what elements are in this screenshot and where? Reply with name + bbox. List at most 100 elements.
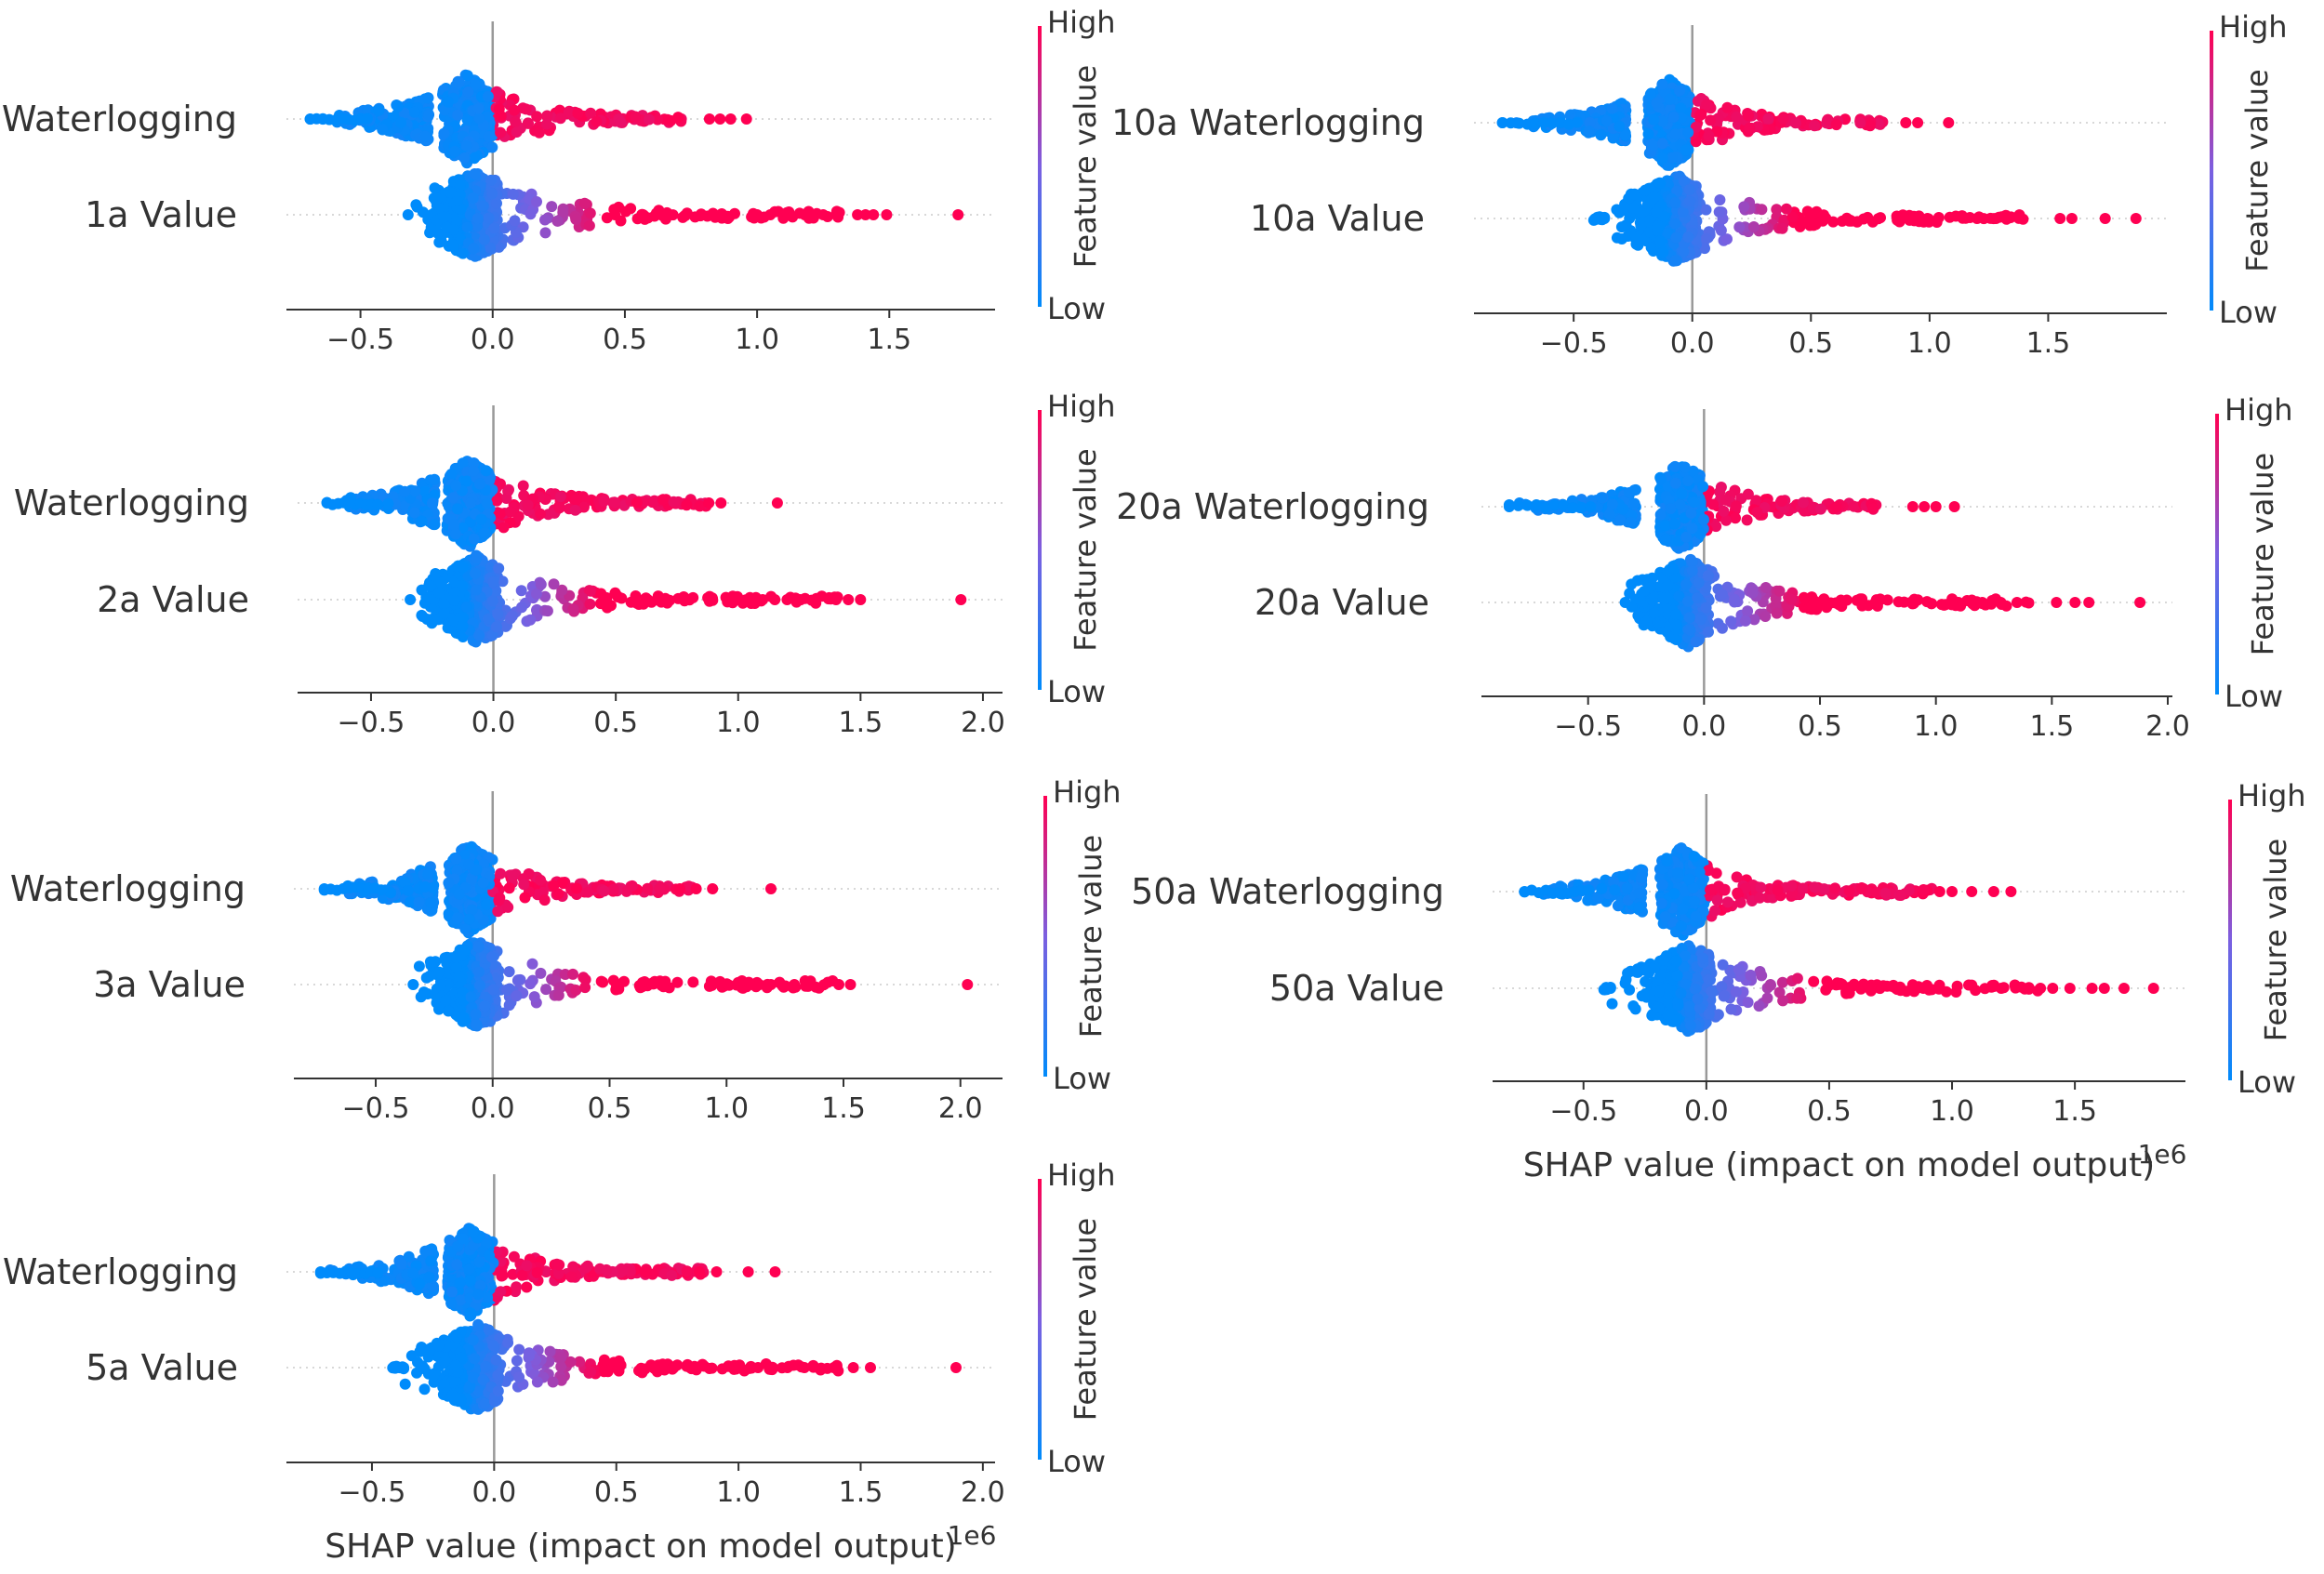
shap-point (828, 1362, 840, 1373)
shap-point (443, 877, 455, 889)
shap-point (1762, 112, 1774, 125)
shap-point (618, 975, 630, 987)
shap-point (500, 493, 512, 504)
shap-point (459, 923, 471, 935)
shap-point (487, 575, 499, 588)
shap-point (1651, 97, 1663, 109)
shap-point (789, 979, 801, 990)
shap-point (531, 1376, 543, 1388)
shap-point (540, 118, 552, 130)
shap-point (495, 867, 507, 880)
shap-point (458, 945, 470, 957)
shap-point (372, 1267, 384, 1279)
shap-point (832, 211, 844, 223)
shap-point (518, 490, 530, 501)
shap-point (705, 975, 717, 987)
shap-point (667, 209, 679, 221)
shap-point (881, 209, 893, 220)
shap-point (810, 592, 822, 604)
shap-point (485, 242, 497, 254)
shap-point (432, 192, 444, 205)
shap-point (479, 1397, 491, 1409)
shap-point (493, 103, 505, 115)
shap-point (1642, 128, 1654, 140)
shap-point (544, 1345, 556, 1357)
shap-point (1830, 119, 1842, 131)
shap-point (412, 1356, 423, 1369)
shap-point (405, 896, 417, 908)
colorbar-title: Feature value (1068, 1218, 1103, 1422)
shap-point (591, 115, 603, 127)
shap-point (457, 580, 469, 592)
shap-point (516, 1269, 528, 1281)
shap-point (476, 200, 488, 212)
shap-point (510, 115, 522, 127)
shap-point (362, 112, 373, 125)
shap-point (571, 882, 582, 894)
shap-point (399, 876, 411, 888)
shap-point (585, 107, 597, 119)
shap-point (601, 1263, 613, 1276)
x-tick-label: 2.0 (938, 1092, 983, 1125)
shap-point (1777, 112, 1789, 125)
shap-point (421, 614, 433, 625)
shap-point (522, 117, 534, 129)
shap-point (468, 243, 480, 255)
shap-point (445, 469, 458, 480)
shap-point (565, 1271, 578, 1283)
shap-point (694, 1266, 706, 1277)
shap-point (457, 620, 469, 632)
shap-point (661, 597, 673, 609)
shap-point (446, 1389, 458, 1401)
shap-point (557, 206, 569, 218)
shap-point (952, 209, 964, 220)
shap-point (799, 209, 811, 220)
shap-point (765, 883, 777, 894)
shap-point (563, 106, 575, 118)
shap-point (467, 1334, 479, 1346)
shap-point (398, 1362, 410, 1373)
shap-point (502, 1337, 514, 1349)
shap-point (387, 1362, 399, 1374)
x-tick-label: 1.5 (821, 1092, 866, 1125)
x-tick-label: 1.0 (735, 324, 779, 356)
shap-point (492, 608, 504, 620)
shap-point (501, 984, 513, 996)
shap-point (492, 906, 504, 918)
shap-point (471, 213, 484, 224)
shap-point (422, 868, 434, 880)
shap-point (452, 503, 463, 515)
shap-point (463, 1263, 475, 1276)
shap-point (658, 1364, 671, 1376)
shap-point (483, 613, 495, 625)
shap-point (722, 213, 734, 224)
shap-point (472, 941, 485, 953)
shap-point (455, 1326, 467, 1338)
shap-point (555, 1352, 567, 1364)
shap-point (1606, 102, 1618, 114)
shap-point (1694, 110, 1706, 122)
shap-point (495, 126, 507, 139)
shap-point (1864, 120, 1876, 132)
shap-point (511, 1355, 523, 1367)
beeswarm-1 (1587, 170, 2142, 267)
shap-point (491, 495, 503, 507)
shap-point (726, 597, 738, 609)
shap-point (423, 1271, 435, 1283)
shap-point (449, 145, 460, 157)
shap-point (483, 1324, 495, 1336)
shap-point (463, 913, 475, 925)
shap-point (423, 1345, 435, 1356)
shap-point (642, 882, 654, 894)
shap-point (508, 1250, 520, 1263)
shap-point (447, 492, 459, 504)
shap-point (457, 457, 469, 470)
x-tick-label: −0.5 (338, 707, 405, 739)
shap-point (492, 1385, 504, 1397)
shap-point (479, 1000, 491, 1012)
shap-point (518, 879, 530, 891)
shap-point (429, 519, 441, 531)
shap-point (421, 988, 433, 999)
colorbar-low-label: Low (1047, 1444, 1106, 1479)
